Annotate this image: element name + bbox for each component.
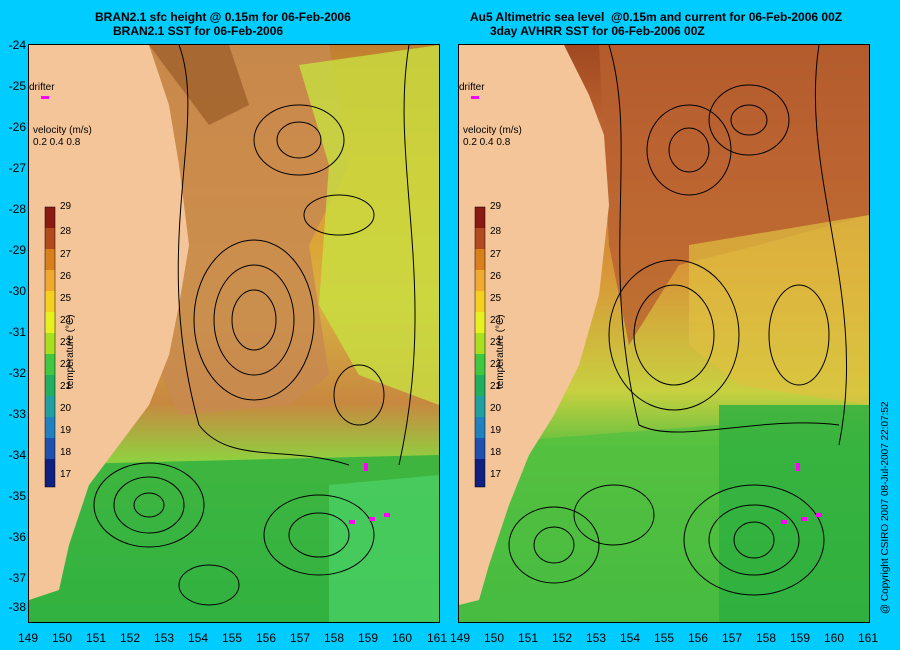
right-title-line1: Au5 Altimetric sea level @0.15m and curr… <box>470 10 843 24</box>
left-colorbar <box>44 206 56 488</box>
lon-tick-left: 155 <box>221 631 243 645</box>
lon-tick-right: 149 <box>449 631 471 645</box>
left-colorbar-tick-25: 25 <box>60 293 72 304</box>
right-drifter-label: drifter <box>459 82 485 93</box>
lat-tick: -31 <box>8 325 26 339</box>
lon-tick-right: 150 <box>483 631 505 645</box>
lon-tick-left: 150 <box>51 631 73 645</box>
right-colorbar <box>474 206 486 488</box>
lon-tick-left: 154 <box>187 631 209 645</box>
lon-tick-right: 152 <box>551 631 573 645</box>
right-colorbar-tick-23: 23 <box>490 337 502 348</box>
lon-tick-left: 158 <box>323 631 345 645</box>
right-colorbar-tick-21: 21 <box>490 381 502 392</box>
right-colorbar-tick-19: 19 <box>490 425 502 436</box>
left-colorbar-tick-24: 24 <box>60 315 72 326</box>
lat-tick: -30 <box>8 284 26 298</box>
left-colorbar-tick-28: 28 <box>60 226 72 237</box>
lat-tick: -29 <box>8 243 26 257</box>
lat-tick: -24 <box>8 38 26 52</box>
lat-tick: -25 <box>8 79 26 93</box>
lon-tick-right: 161 <box>857 631 879 645</box>
left-colorbar-tick-18: 18 <box>60 447 72 458</box>
right-velocity-scale: 0.2 0.4 0.8 <box>463 137 511 148</box>
lon-tick-right: 157 <box>721 631 743 645</box>
left-colorbar-tick-26: 26 <box>60 271 72 282</box>
lat-tick: -26 <box>8 120 26 134</box>
right-colorbar-tick-28: 28 <box>490 226 502 237</box>
lon-tick-right: 155 <box>653 631 675 645</box>
lon-tick-right: 159 <box>789 631 811 645</box>
lon-tick-right: 158 <box>755 631 777 645</box>
left-colorbar-tick-27: 27 <box>60 249 72 260</box>
left-colorbar-tick-17: 17 <box>60 469 72 480</box>
lon-tick-right: 154 <box>619 631 641 645</box>
lat-tick: -37 <box>8 571 26 585</box>
lon-tick-left: 159 <box>357 631 379 645</box>
right-map-svg <box>459 45 869 622</box>
left-title-line2: BRAN2.1 SST for 06-Feb-2006 <box>113 24 284 38</box>
left-map-svg <box>29 45 439 622</box>
lon-tick-left: 151 <box>85 631 107 645</box>
lon-tick-left: 152 <box>119 631 141 645</box>
left-velocity-scale: 0.2 0.4 0.8 <box>33 137 81 148</box>
lon-tick-right: 156 <box>687 631 709 645</box>
left-colorbar-title: temperature (°C) <box>65 314 76 389</box>
right-colorbar-tick-22: 22 <box>490 359 502 370</box>
right-colorbar-tick-27: 27 <box>490 249 502 260</box>
right-colorbar-tick-17: 17 <box>490 469 502 480</box>
left-colorbar-tick-23: 23 <box>60 337 72 348</box>
lon-tick-left: 149 <box>17 631 39 645</box>
lat-tick: -36 <box>8 530 26 544</box>
left-map-panel: drifter velocity (m/s) 0.2 0.4 0.8 29 28… <box>28 44 440 623</box>
lat-tick: -32 <box>8 366 26 380</box>
right-colorbar-tick-26: 26 <box>490 271 502 282</box>
lon-tick-left: 153 <box>153 631 175 645</box>
left-velocity-label: velocity (m/s) <box>33 125 92 136</box>
lon-tick-right: 160 <box>823 631 845 645</box>
right-colorbar-title: temperature (°C) <box>495 314 506 389</box>
left-colorbar-tick-21: 21 <box>60 381 72 392</box>
lat-tick: -35 <box>8 489 26 503</box>
right-colorbar-tick-20: 20 <box>490 403 502 414</box>
lat-tick: -38 <box>8 600 26 614</box>
right-colorbar-tick-24: 24 <box>490 315 502 326</box>
left-colorbar-tick-20: 20 <box>60 403 72 414</box>
lon-tick-right: 153 <box>585 631 607 645</box>
left-colorbar-tick-29: 29 <box>60 201 72 212</box>
right-velocity-label: velocity (m/s) <box>463 125 522 136</box>
left-title-line1: BRAN2.1 sfc height @ 0.15m for 06-Feb-20… <box>95 10 351 24</box>
lon-tick-left: 156 <box>255 631 277 645</box>
right-colorbar-tick-18: 18 <box>490 447 502 458</box>
right-colorbar-tick-25: 25 <box>490 293 502 304</box>
right-title-line2: 3day AVHRR SST for 06-Feb-2006 00Z <box>490 24 705 38</box>
lat-tick: -33 <box>8 407 26 421</box>
right-colorbar-tick-29: 29 <box>490 201 502 212</box>
lat-tick: -34 <box>8 448 26 462</box>
right-map-panel: drifter velocity (m/s) 0.2 0.4 0.8 29 28… <box>458 44 870 623</box>
lat-tick: -27 <box>8 161 26 175</box>
copyright-text: @ Copyright CSIRO 2007 08-Jul-2007 22:07… <box>880 401 891 615</box>
lon-tick-left: 157 <box>289 631 311 645</box>
left-colorbar-tick-19: 19 <box>60 425 72 436</box>
lat-tick: -28 <box>8 202 26 216</box>
lon-tick-left: 161 <box>426 631 448 645</box>
lon-tick-left: 160 <box>391 631 413 645</box>
left-colorbar-tick-22: 22 <box>60 359 72 370</box>
lon-tick-right: 151 <box>517 631 539 645</box>
left-drifter-label: drifter <box>29 82 55 93</box>
